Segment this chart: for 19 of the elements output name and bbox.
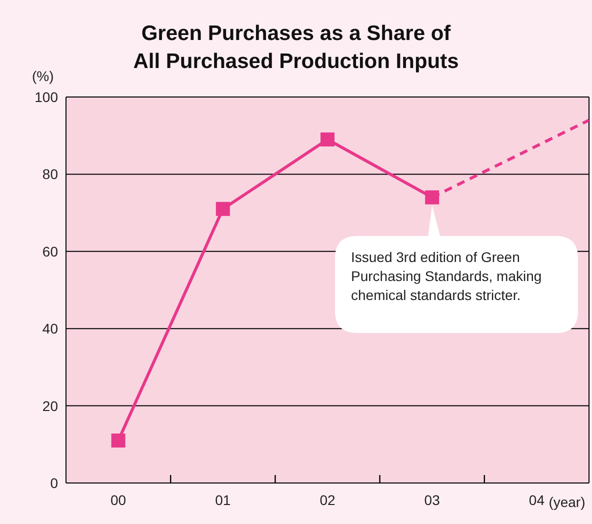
- x-axis-title: (year): [548, 494, 586, 510]
- point: [425, 190, 440, 204]
- x-tick-label: 00: [110, 492, 126, 508]
- y-tick-label: 40: [42, 320, 58, 337]
- y-tick-label: 20: [42, 398, 58, 414]
- y-tick-label: 100: [34, 88, 58, 105]
- point: [216, 202, 230, 216]
- chart-title: Green Purchases as a Share of All Purchased Production Inputs: [132, 21, 460, 73]
- y-axis-title: (%): [32, 68, 54, 84]
- point: [111, 434, 126, 448]
- y-tick-label: 80: [42, 166, 58, 182]
- x-tick-label: 04: [528, 492, 545, 508]
- y-tick-label: 0: [50, 474, 58, 491]
- annotation: Issued 3rd edition of Green Purchasing Standards, making chemical standards stricter.: [351, 248, 543, 305]
- x-tick-label: 01: [215, 492, 231, 508]
- point: [320, 132, 334, 146]
- x-tick-label: 02: [320, 492, 336, 508]
- y-tick-label: 60: [42, 243, 58, 260]
- x-tick-label: 03: [424, 492, 440, 508]
